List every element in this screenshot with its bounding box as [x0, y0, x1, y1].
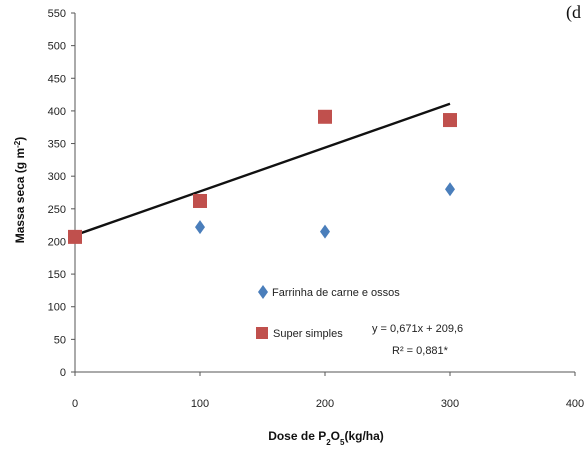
trendline-equation: y = 0,671x + 209,6 — [372, 323, 463, 335]
y-tick-label: 300 — [48, 171, 66, 183]
point-diamond — [195, 220, 205, 235]
y-ticks: 0 50 100 150 200 250 300 350 400 450 500 550 — [48, 8, 75, 379]
data-points — [68, 109, 457, 244]
x-axis-title-pre: Dose de P — [268, 429, 326, 443]
x-tick-label: 0 — [72, 398, 78, 410]
x-tick-label: 100 — [191, 398, 209, 410]
trendline-r2: R² = 0,881* — [392, 345, 449, 357]
x-ticks: 0 100 200 300 400 — [72, 372, 584, 410]
y-tick-label: 400 — [48, 106, 66, 118]
point-square — [318, 109, 332, 124]
y-axis-title-main: Massa seca (g m — [13, 148, 27, 243]
y-tick-label: 50 — [54, 334, 66, 346]
y-tick-label: 550 — [48, 8, 66, 20]
y-tick-label: 250 — [48, 204, 66, 216]
y-tick-label: 150 — [48, 269, 66, 281]
x-tick-label: 400 — [566, 398, 584, 410]
legend-label-farinha: Farrinha de carne e ossos — [272, 287, 400, 299]
y-axis-title-sup: -2 — [13, 140, 22, 148]
trendline-super-simples — [74, 102, 451, 237]
y-tick-label: 500 — [48, 41, 66, 53]
legend: Farrinha de carne e ossos Super simples — [256, 285, 400, 340]
y-tick-label: 100 — [48, 302, 66, 314]
legend-marker-diamond — [258, 285, 268, 299]
x-axis-title: Dose de P2O5(kg/ha) — [268, 429, 384, 447]
x-axis-title-post: (kg/ha) — [344, 429, 383, 443]
y-tick-label: 0 — [60, 367, 66, 379]
y-tick-label: 350 — [48, 139, 66, 151]
point-diamond — [445, 182, 455, 197]
point-square — [193, 193, 207, 208]
y-axis-title: Massa seca (g m-2) — [13, 137, 28, 244]
x-axis-title-mid: O — [331, 429, 340, 443]
point-diamond — [320, 224, 330, 239]
y-tick-label: 200 — [48, 236, 66, 248]
panel-label: (d — [566, 2, 581, 23]
legend-marker-square — [256, 327, 268, 339]
y-axis-title-close: ) — [13, 137, 27, 141]
legend-label-super-simples: Super simples — [273, 328, 343, 340]
x-tick-label: 300 — [441, 398, 459, 410]
y-tick-label: 450 — [48, 73, 66, 85]
x-axis-title-sub1: 2 — [326, 438, 331, 447]
x-axis-title-sub2: 5 — [340, 438, 345, 447]
x-tick-label: 200 — [316, 398, 334, 410]
point-square — [443, 113, 457, 128]
point-square — [68, 229, 82, 244]
axes — [74, 13, 575, 373]
